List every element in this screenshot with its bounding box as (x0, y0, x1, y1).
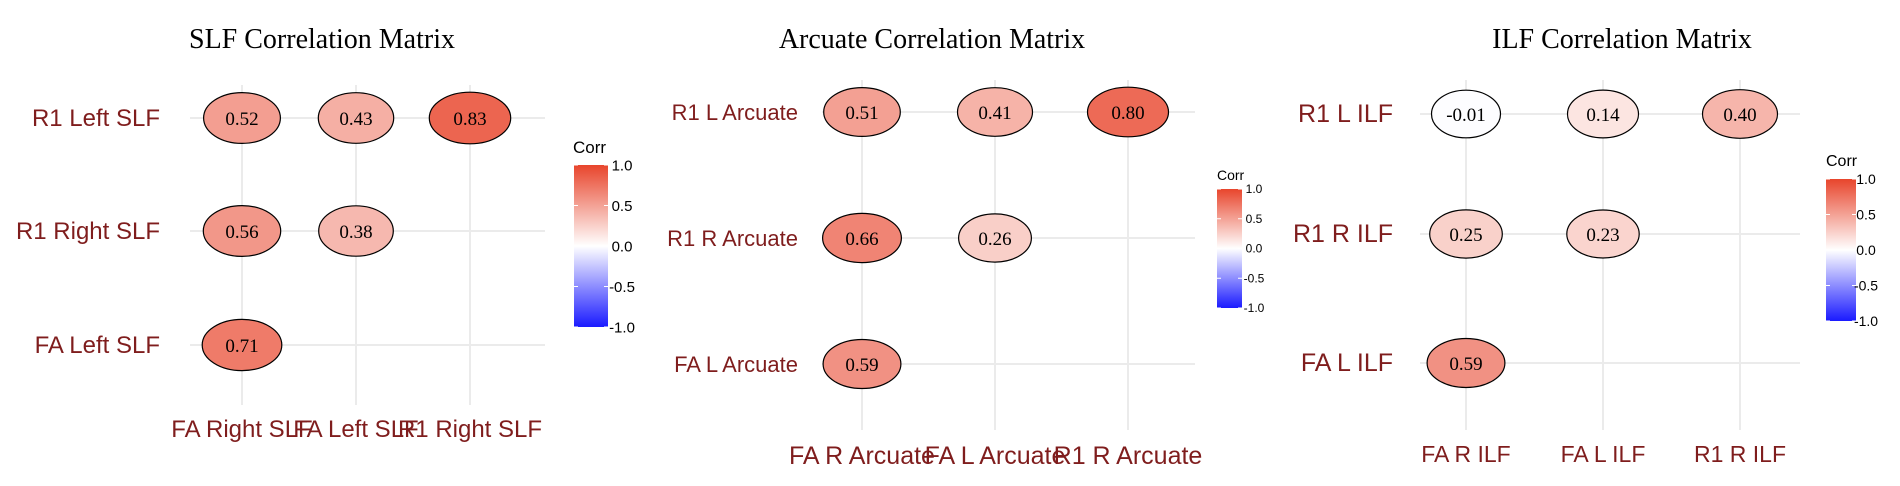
panel-1: SLF Correlation Matrix R1 Left SLF R1 Righ… (16, 24, 635, 443)
correlation-ellipse (1426, 337, 1506, 389)
legend-tick-label: -1.0 (609, 319, 635, 336)
legend-title: Corr (1217, 167, 1245, 183)
correlation-value: 0.23 (1586, 225, 1619, 246)
column-label: FA L ILF (1561, 441, 1646, 467)
legend-tick-label: 0.0 (1246, 242, 1263, 256)
column-label: FA Right SLF (171, 416, 312, 443)
chart-title: Arcuate Correlation Matrix (779, 24, 1085, 55)
column-label: R1 R ILF (1694, 441, 1786, 467)
column-label: FA R Arcuate (789, 442, 935, 470)
legend-tick-label: 1.0 (612, 157, 633, 174)
correlation-ellipse (317, 92, 395, 144)
legend-tick-label: -1.0 (1244, 301, 1265, 315)
correlation-ellipse (201, 318, 283, 372)
row-label: R1 R ILF (1293, 220, 1393, 248)
correlation-ellipse (1430, 89, 1502, 139)
legend-colorbar (1826, 179, 1856, 321)
legend-tick-label: 0.5 (1856, 206, 1876, 222)
row-label: FA L Arcuate (674, 352, 798, 377)
correlation-value: 0.52 (225, 109, 258, 130)
column-label: R1 Right SLF (398, 416, 542, 443)
row-label: R1 Left SLF (32, 105, 160, 132)
column-label: R1 R Arcuate (1054, 442, 1203, 470)
panel-2: Arcuate Correlation Matrix R1 L Arcuate R1… (667, 24, 1265, 470)
correlation-value: 0.38 (339, 222, 372, 243)
correlation-ellipse (1566, 209, 1640, 259)
correlation-value: 0.40 (1723, 105, 1756, 126)
correlation-value: 0.83 (453, 109, 486, 130)
row-label: R1 L Arcuate (672, 100, 798, 125)
panel-3: ILF Correlation Matrix R1 L ILF R1 R ILF FA… (1293, 24, 1878, 467)
legend-colorbar (574, 165, 608, 327)
column-label: FA L Arcuate (925, 442, 1066, 470)
correlation-ellipse (1701, 89, 1779, 139)
correlation-ellipse (428, 91, 512, 145)
legend-tick-label: -0.5 (1244, 271, 1265, 285)
correlation-ellipse (1086, 86, 1170, 138)
correlation-value: 0.59 (845, 355, 878, 376)
row-label: FA L ILF (1301, 349, 1393, 377)
correlation-ellipse (821, 212, 902, 264)
legend-tick-label: -1.0 (1854, 313, 1878, 329)
correlation-ellipse (318, 205, 394, 257)
correlation-value: 0.66 (845, 229, 878, 250)
chart-title: SLF Correlation Matrix (189, 24, 455, 55)
correlation-ellipse (822, 338, 902, 390)
chart-title: ILF Correlation Matrix (1492, 24, 1752, 55)
correlation-value: 0.59 (1449, 354, 1482, 375)
correlation-value: 0.51 (845, 103, 878, 124)
legend-colorbar (1217, 189, 1242, 308)
correlation-ellipse (1566, 89, 1640, 139)
legend-tick-label: -0.5 (1854, 277, 1878, 293)
correlation-value: 0.56 (225, 222, 258, 243)
correlation-value: 0.14 (1586, 105, 1620, 126)
correlation-ellipse (956, 87, 1034, 137)
row-label: R1 L ILF (1298, 100, 1393, 128)
correlation-ellipse (823, 86, 901, 137)
correlation-ellipse (957, 213, 1032, 263)
legend-tick-label: -0.5 (609, 279, 635, 296)
correlation-value: 0.26 (978, 229, 1011, 250)
legend-tick-label: 0.0 (612, 238, 633, 255)
correlation-ellipse (1429, 209, 1503, 259)
row-label: R1 Right SLF (16, 218, 160, 245)
column-label: FA R ILF (1421, 441, 1510, 467)
row-label: R1 R Arcuate (667, 226, 798, 251)
column-label: FA Left SLF (293, 416, 418, 443)
correlation-value: 0.80 (1111, 103, 1144, 124)
legend-tick-label: 0.0 (1856, 242, 1876, 258)
legend-title: Corr (1826, 153, 1858, 170)
legend-tick-label: 0.5 (1246, 212, 1263, 226)
correlation-value: 0.41 (978, 103, 1011, 124)
correlation-ellipse (203, 91, 282, 144)
legend-tick-label: 1.0 (1856, 171, 1876, 187)
legend-tick-label: 0.5 (612, 198, 633, 215)
correlation-value: 0.43 (339, 109, 372, 130)
correlation-ellipse (202, 205, 282, 258)
correlation-value: 0.71 (225, 336, 258, 357)
legend-tick-label: 1.0 (1246, 182, 1263, 196)
legend-title: Corr (573, 138, 606, 157)
correlation-value: -0.01 (1446, 105, 1486, 126)
correlation-value: 0.25 (1449, 225, 1482, 246)
row-label: FA Left SLF (35, 332, 160, 359)
